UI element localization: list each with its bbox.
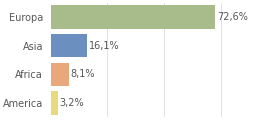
Text: 8,1%: 8,1% (71, 69, 95, 79)
Bar (51, 5, 215, 29)
Text: 3,2%: 3,2% (60, 98, 84, 108)
Bar (51, 34, 87, 57)
Bar (51, 63, 69, 86)
Bar (51, 91, 58, 115)
Text: 16,1%: 16,1% (89, 41, 120, 51)
Text: 72,6%: 72,6% (217, 12, 248, 22)
